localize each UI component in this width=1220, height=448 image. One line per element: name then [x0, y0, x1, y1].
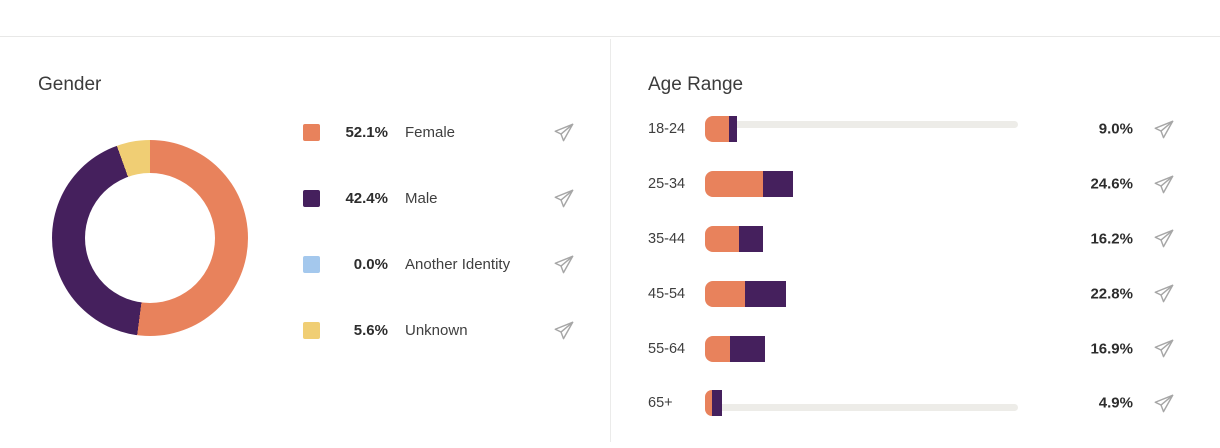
- send-segment-button[interactable]: [1151, 391, 1175, 415]
- gender-legend: 52.1% Female 42.4% Male 0.0% Another Ide…: [303, 99, 575, 363]
- paper-plane-send-icon: [554, 255, 573, 273]
- female-bar-segment: [705, 171, 763, 198]
- age-bucket-label: 65+: [648, 395, 673, 412]
- female-bar-segment: [705, 390, 712, 417]
- stacked-bar: [705, 390, 722, 417]
- age-percent-value: 9.0%: [1098, 120, 1133, 138]
- age-range-row: 25-34 24.6%: [648, 157, 1178, 212]
- age-range-row: 55-64 16.9%: [648, 321, 1178, 376]
- stacked-bar: [705, 171, 793, 198]
- paper-plane-send-icon: [1154, 175, 1173, 194]
- age-bar: [705, 390, 1018, 417]
- age-bucket-label: 35-44: [648, 230, 686, 247]
- gender-category-label: Unknown: [405, 321, 468, 339]
- age-bar: [705, 280, 1018, 307]
- legend-color-swatch: [303, 189, 320, 207]
- age-bar: [705, 116, 1018, 143]
- stacked-bar: [705, 225, 763, 252]
- paper-plane-send-icon: [1154, 284, 1173, 303]
- legend-color-swatch: [303, 255, 320, 273]
- stacked-bar: [705, 280, 786, 307]
- gender-donut-chart: [52, 140, 248, 336]
- gender-legend-row: 42.4% Male: [303, 165, 575, 231]
- age-bucket-label: 55-64: [648, 340, 686, 357]
- gender-legend-row: 5.6% Unknown: [303, 297, 575, 363]
- paper-plane-send-icon: [554, 321, 573, 339]
- stacked-bar: [705, 335, 765, 362]
- age-bar: [705, 335, 1018, 362]
- send-segment-button[interactable]: [551, 318, 575, 342]
- age-percent-value: 24.6%: [1090, 175, 1133, 193]
- age-range-panel-title: Age Range: [648, 74, 744, 95]
- male-bar-segment: [763, 171, 793, 198]
- send-segment-button[interactable]: [1151, 337, 1175, 361]
- demographics-card: Gender 52.1% Female 42.4% Male 0.0% Anot…: [0, 36, 1220, 448]
- gender-category-label: Another Identity: [405, 255, 511, 273]
- female-bar-segment: [705, 225, 739, 252]
- age-percent-value: 22.8%: [1090, 285, 1133, 303]
- gender-panel-title: Gender: [38, 74, 102, 95]
- gender-percent-value: 0.0%: [353, 255, 388, 273]
- female-bar-segment: [705, 280, 745, 307]
- age-range-row: 18-24 9.0%: [648, 102, 1178, 157]
- paper-plane-send-icon: [554, 123, 573, 141]
- gender-category-label: Male: [405, 189, 438, 207]
- gender-category-label: Female: [405, 123, 456, 141]
- paper-plane-send-icon: [1154, 230, 1173, 248]
- age-range-row: 45-54 22.8%: [648, 266, 1178, 321]
- male-bar-segment: [730, 335, 765, 362]
- send-segment-button[interactable]: [1151, 117, 1175, 141]
- bar-track: [705, 121, 1018, 129]
- send-segment-button[interactable]: [1151, 172, 1175, 196]
- bar-track: [705, 404, 1018, 412]
- gender-legend-row: 0.0% Another Identity: [303, 231, 575, 297]
- age-range-row: 65+ 4.9%: [648, 376, 1178, 431]
- age-bar: [705, 171, 1018, 198]
- age-bucket-label: 25-34: [648, 176, 686, 193]
- age-bucket-label: 45-54: [648, 285, 686, 302]
- paper-plane-send-icon: [1154, 120, 1173, 139]
- gender-percent-value: 5.6%: [353, 321, 388, 339]
- send-segment-button[interactable]: [1151, 282, 1175, 306]
- paper-plane-send-icon: [1154, 394, 1173, 413]
- send-segment-button[interactable]: [551, 252, 575, 276]
- gender-legend-row: 52.1% Female: [303, 99, 575, 165]
- male-bar-segment: [739, 225, 763, 252]
- age-range-chart: 18-24 9.0% 25-34 24.6% 35-44: [648, 102, 1178, 431]
- male-bar-segment: [712, 390, 722, 417]
- male-bar-segment: [729, 116, 737, 143]
- send-segment-button[interactable]: [1151, 227, 1175, 251]
- legend-color-swatch: [303, 123, 320, 141]
- male-bar-segment: [745, 280, 786, 307]
- paper-plane-send-icon: [554, 189, 573, 207]
- age-percent-value: 16.2%: [1090, 230, 1133, 248]
- paper-plane-send-icon: [1154, 339, 1173, 358]
- age-percent-value: 4.9%: [1098, 394, 1133, 412]
- age-bucket-label: 18-24: [648, 121, 686, 138]
- legend-color-swatch: [303, 321, 320, 339]
- stacked-bar: [705, 116, 737, 143]
- age-percent-value: 16.9%: [1090, 340, 1133, 358]
- age-range-row: 35-44 16.2%: [648, 212, 1178, 267]
- send-segment-button[interactable]: [551, 186, 575, 210]
- gender-percent-value: 42.4%: [345, 189, 388, 207]
- age-bar: [705, 225, 1018, 252]
- female-bar-segment: [705, 116, 729, 143]
- send-segment-button[interactable]: [551, 120, 575, 144]
- panel-divider: [610, 39, 611, 442]
- female-bar-segment: [705, 335, 730, 362]
- gender-percent-value: 52.1%: [345, 123, 388, 141]
